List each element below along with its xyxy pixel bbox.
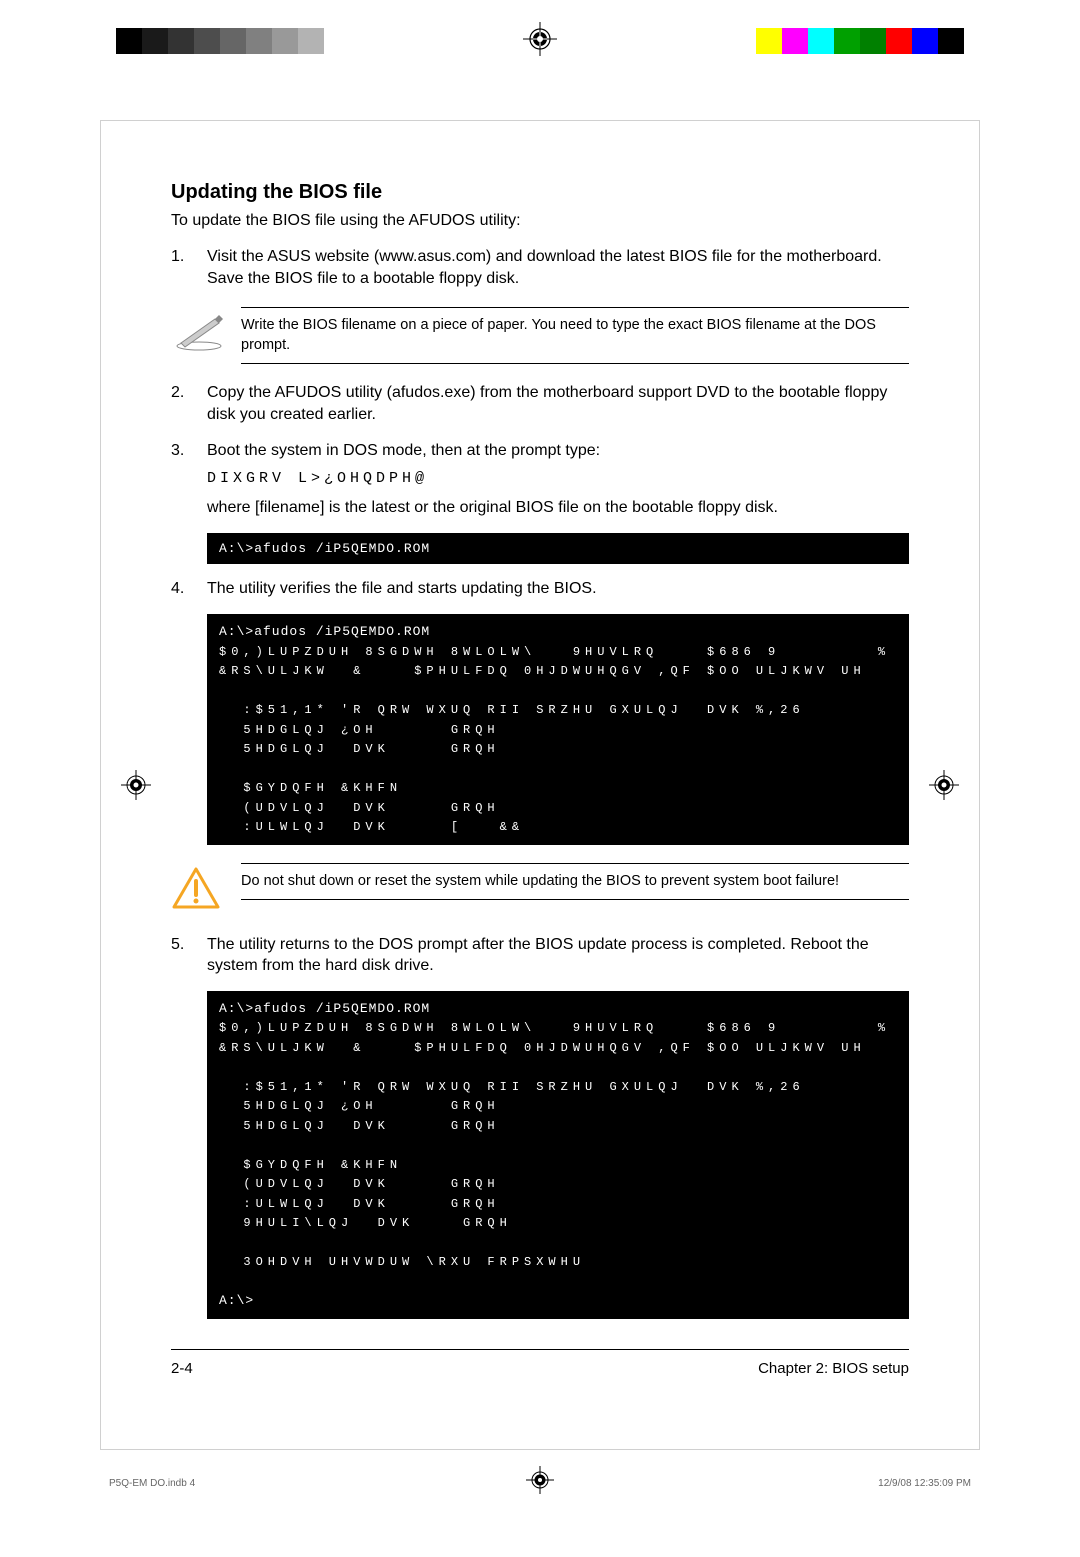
t-line: 5HDGLQJ ¿OH GRQH — [219, 723, 500, 737]
step-3-text: Boot the system in DOS mode, then at the… — [207, 442, 600, 459]
registration-mark-left — [121, 770, 151, 800]
terminal-1: A:\>afudos /iP5QEMDO.ROM — [207, 533, 909, 565]
step-body: The utility verifies the file and starts… — [207, 578, 909, 600]
section-title: Updating the BIOS file — [171, 181, 909, 204]
t-line: $0,)LUPZDUH 8SGDWH 8WLOLW\ 9HUVLRQ $686 … — [219, 645, 890, 659]
t-line: 9HULI\LQJ DVK GRQH — [219, 1216, 512, 1230]
note-warning: Do not shut down or reset the system whi… — [171, 863, 909, 916]
step-body: Boot the system in DOS mode, then at the… — [207, 440, 909, 519]
step-3-cmd: DIXGRV L>¿OHQDPH@ — [207, 469, 909, 489]
step-num: 4. — [171, 578, 207, 600]
warning-icon — [171, 863, 241, 916]
page-number: 2-4 — [171, 1360, 193, 1377]
t-line: $GYDQFH &KHFN — [219, 1158, 402, 1172]
step-body: Visit the ASUS website (www.asus.com) an… — [207, 246, 909, 289]
page-content: Updating the BIOS file To update the BIO… — [101, 121, 979, 1417]
page-frame: Updating the BIOS file To update the BIO… — [100, 120, 980, 1450]
terminal-3: A:\>afudos /iP5QEMDO.ROM $0,)LUPZDUH 8SG… — [207, 991, 909, 1319]
step-3: 3. Boot the system in DOS mode, then at … — [171, 440, 909, 519]
steps-list-4: 5. The utility returns to the DOS prompt… — [171, 934, 909, 977]
step-3-after: where [filename] is the latest or the or… — [207, 499, 778, 516]
terminal-line: A:\>afudos /iP5QEMDO.ROM — [219, 541, 430, 556]
t-line: :ULWLQJ DVK GRQH — [219, 1197, 500, 1211]
t-line: A:\>afudos /iP5QEMDO.ROM — [219, 1001, 430, 1016]
step-num: 3. — [171, 440, 207, 519]
registration-mark-right — [929, 770, 959, 800]
t-line: $0,)LUPZDUH 8SGDWH 8WLOLW\ 9HUVLRQ $686 … — [219, 1021, 890, 1035]
note-pen-text: Write the BIOS filename on a piece of pa… — [241, 307, 909, 364]
print-timestamp: 12/9/08 12:35:09 PM — [878, 1478, 971, 1489]
t-line: :$51,1* 'R QRW WXUQ RII SRZHU GXULQJ DVK… — [219, 1080, 805, 1094]
t-line: &RS\ULJKW & $PHULFDQ 0HJDWUHQGV ,QF $OO … — [219, 1041, 866, 1055]
note-warning-text: Do not shut down or reset the system whi… — [241, 863, 909, 901]
t-line: (UDVLQJ DVK GRQH — [219, 801, 500, 815]
steps-list-3: 4. The utility verifies the file and sta… — [171, 578, 909, 600]
terminal-2: A:\>afudos /iP5QEMDO.ROM $0,)LUPZDUH 8SG… — [207, 614, 909, 845]
t-line: A:\>afudos /iP5QEMDO.ROM — [219, 624, 430, 639]
t-line: &RS\ULJKW & $PHULFDQ 0HJDWUHQGV ,QF $OO … — [219, 664, 866, 678]
print-filename: P5Q-EM DO.indb 4 — [109, 1478, 195, 1489]
steps-list: 1. Visit the ASUS website (www.asus.com)… — [171, 246, 909, 289]
step-num: 1. — [171, 246, 207, 289]
step-num: 2. — [171, 382, 207, 425]
pen-icon — [171, 307, 241, 356]
step-1: 1. Visit the ASUS website (www.asus.com)… — [171, 246, 909, 289]
step-body: Copy the AFUDOS utility (afudos.exe) fro… — [207, 382, 909, 425]
t-line: 5HDGLQJ DVK GRQH — [219, 1119, 500, 1133]
step-4: 4. The utility verifies the file and sta… — [171, 578, 909, 600]
t-line: (UDVLQJ DVK GRQH — [219, 1177, 500, 1191]
t-line: :$51,1* 'R QRW WXUQ RII SRZHU GXULQJ DVK… — [219, 703, 805, 717]
t-line: 3OHDVH UHVWDUW \RXU FRPSXWHU — [219, 1255, 585, 1269]
step-num: 5. — [171, 934, 207, 977]
registration-mark-top — [523, 22, 557, 56]
color-bars-color — [756, 28, 964, 54]
step-2: 2. Copy the AFUDOS utility (afudos.exe) … — [171, 382, 909, 425]
t-line: :ULWLQJ DVK [ && — [219, 820, 524, 834]
intro-text: To update the BIOS file using the AFUDOS… — [171, 212, 909, 230]
registration-mark-bottom — [526, 1466, 554, 1494]
chapter-label: Chapter 2: BIOS setup — [758, 1360, 909, 1377]
step-5: 5. The utility returns to the DOS prompt… — [171, 934, 909, 977]
t-line: 5HDGLQJ DVK GRQH — [219, 742, 500, 756]
t-line: $GYDQFH &KHFN — [219, 781, 402, 795]
color-bars-gray — [116, 28, 324, 54]
steps-list-2: 2. Copy the AFUDOS utility (afudos.exe) … — [171, 382, 909, 519]
step-body: The utility returns to the DOS prompt af… — [207, 934, 909, 977]
t-line: 5HDGLQJ ¿OH GRQH — [219, 1099, 500, 1113]
t-line: A:\> — [219, 1293, 254, 1308]
note-pen: Write the BIOS filename on a piece of pa… — [171, 307, 909, 364]
page-footer: 2-4 Chapter 2: BIOS setup — [171, 1349, 909, 1377]
print-marks-top — [0, 0, 1080, 60]
